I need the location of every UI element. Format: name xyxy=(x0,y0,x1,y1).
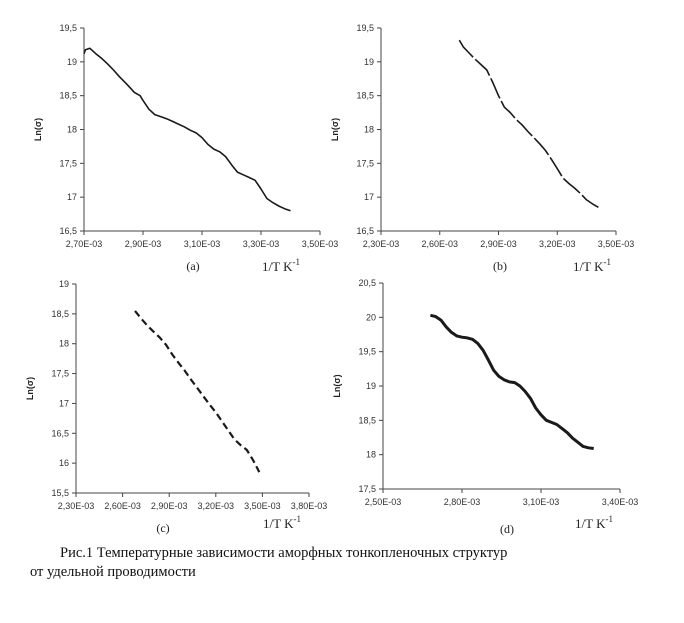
chart-2-x-axis-label-exponent: -1 xyxy=(603,257,611,267)
chart-2-x-tick-label: 3,20E-03 xyxy=(539,239,576,249)
chart-1-x-tick-label: 3,10E-03 xyxy=(184,239,221,249)
chart-1-x-tick-label: 3,30E-03 xyxy=(243,239,280,249)
chart-3-x-tick-label: 2,60E-03 xyxy=(104,501,141,511)
chart-3-x-axis-label-exponent: -1 xyxy=(293,514,301,524)
chart-4-x-tick-label: 3,10E-03 xyxy=(523,497,560,507)
chart-1-y-tick-label: 19,5 xyxy=(59,23,77,33)
chart-3-y-axis-label: Ln(σ) xyxy=(25,377,35,400)
chart-1-y-tick-label: 16,5 xyxy=(59,226,77,236)
chart-3-x-tick-label: 2,90E-03 xyxy=(151,501,188,511)
chart-3-series-line xyxy=(134,310,261,473)
chart-3-y-tick-label: 16 xyxy=(59,458,69,468)
chart-3-x-axis-label: 1/T K-1 xyxy=(263,514,301,531)
chart-1-x-axis-label-exponent: -1 xyxy=(292,257,300,267)
figure-charts: 16,5 17 17,5 18 18,5 19 19,5 2,70E-03 2,90E-03 3,… xyxy=(25,23,639,536)
chart-1-x-axis-label: 1/T K-1 xyxy=(262,257,300,274)
chart-2-y-tick-label: 16,5 xyxy=(356,226,374,236)
chart-4-x-tick-label: 2,50E-03 xyxy=(365,497,402,507)
chart-4-y-tick-label: 19 xyxy=(366,381,376,391)
chart-2-x-tick-label: 3,50E-03 xyxy=(598,239,635,249)
chart-2-x-tick-label: 2,30E-03 xyxy=(363,239,400,249)
chart-4-y-axis-label: Ln(σ) xyxy=(332,374,342,397)
chart-3-y-tick-label: 18 xyxy=(59,339,69,349)
chart-1-y-tick-label: 17 xyxy=(67,192,77,202)
chart-2-panel-label: (b) xyxy=(493,259,507,273)
chart-4-x-tick-label: 2,80E-03 xyxy=(444,497,481,507)
chart-3-y-tick-label: 19 xyxy=(59,279,69,289)
chart-1-y-axis-label: Ln(σ) xyxy=(33,118,43,141)
chart-4-x-axis-label: 1/T K-1 xyxy=(575,514,613,531)
chart-1-y-tick-label: 17,5 xyxy=(59,158,77,168)
chart-4-series-line xyxy=(430,313,594,450)
chart-3-x-tick-label: 2,30E-03 xyxy=(58,501,95,511)
chart-2-y-tick-label: 19,5 xyxy=(356,23,374,33)
chart-2-y-axis-label: Ln(σ) xyxy=(330,118,340,141)
chart-1-series-line xyxy=(83,47,291,212)
chart-2-series-line xyxy=(458,39,599,208)
chart-3-y-tick-label: 16,5 xyxy=(51,428,69,438)
chart-4-y-tick-label: 18 xyxy=(366,450,376,460)
chart-2-x-tick-label: 2,60E-03 xyxy=(421,239,458,249)
chart-4-y-tick-label: 20,5 xyxy=(358,278,376,288)
chart-3-panel-label: (c) xyxy=(156,521,169,535)
chart-3-y-tick-label: 17,5 xyxy=(51,369,69,379)
chart-3-x-tick-label: 3,80E-03 xyxy=(291,501,328,511)
chart-4-y-tick-label: 20 xyxy=(366,312,376,322)
chart-1-y-tick-label: 18 xyxy=(67,125,77,135)
chart-2-y-tick-label: 18 xyxy=(364,125,374,135)
caption-line-2: от удельной проводимости xyxy=(30,564,196,580)
chart-4-x-tick-label: 3,40E-03 xyxy=(602,497,639,507)
chart-1-x-tick-label: 2,70E-03 xyxy=(66,239,103,249)
chart-1-y-tick-label: 19 xyxy=(67,57,77,67)
chart-1-panel-label: (a) xyxy=(186,259,199,273)
chart-4-y-tick-label: 18,5 xyxy=(358,415,376,425)
chart-1-x-tick-label: 2,90E-03 xyxy=(125,239,162,249)
figure-caption: Рис.1 Температурные зависимости аморфных… xyxy=(30,544,660,582)
chart-3-x-tick-label: 3,20E-03 xyxy=(198,501,235,511)
chart-2-y-tick-label: 17,5 xyxy=(356,158,374,168)
chart-2-y-tick-label: 17 xyxy=(364,192,374,202)
chart-4-y-tick-label: 19,5 xyxy=(358,347,376,357)
caption-line-1: Рис.1 Температурные зависимости аморфных… xyxy=(60,545,508,561)
chart-2-x-tick-label: 2,90E-03 xyxy=(480,239,517,249)
chart-2-y-tick-label: 19 xyxy=(364,57,374,67)
chart-3-y-tick-label: 18,5 xyxy=(51,309,69,319)
chart-4-y-tick-label: 17,5 xyxy=(358,484,376,494)
chart-1-y-tick-label: 18,5 xyxy=(59,91,77,101)
chart-3-x-tick-label: 3,50E-03 xyxy=(244,501,281,511)
chart-1-x-tick-label: 3,50E-03 xyxy=(302,239,339,249)
chart-2-y-tick-label: 18,5 xyxy=(356,91,374,101)
chart-2-x-axis-label: 1/T K-1 xyxy=(573,257,611,274)
chart-3-y-tick-label: 17 xyxy=(59,398,69,408)
chart-4-panel-label: (d) xyxy=(500,522,514,536)
chart-4-x-axis-label-exponent: -1 xyxy=(605,514,613,524)
chart-3-y-tick-label: 15,5 xyxy=(51,488,69,498)
